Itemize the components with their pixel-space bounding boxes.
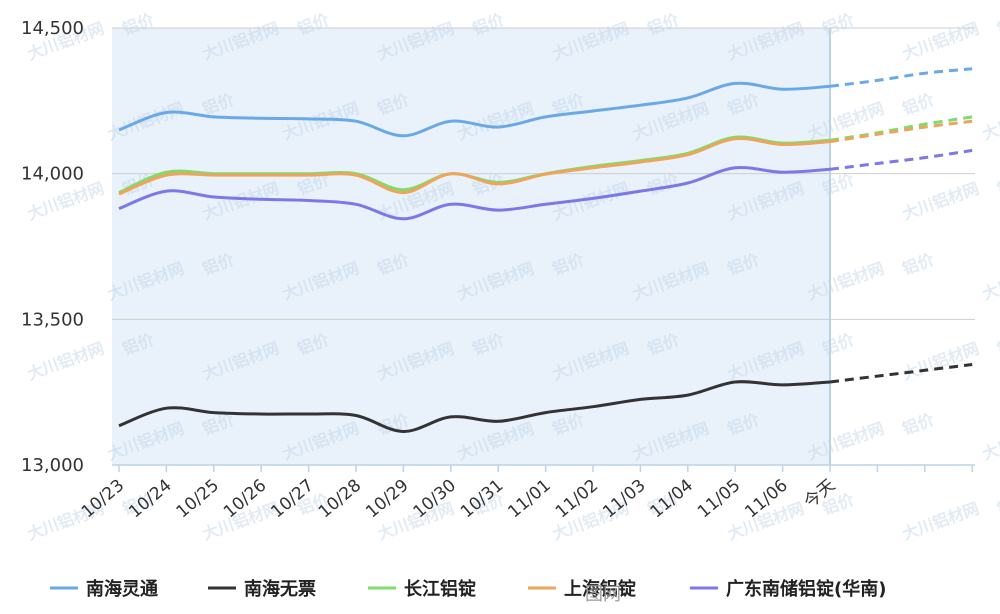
series-line-5: [118, 165, 831, 221]
legend-label: 长江铝锭: [404, 578, 476, 600]
legend-label: 上海铝锭: [564, 578, 636, 600]
x-axis: [112, 464, 975, 472]
series-line-2: [118, 380, 831, 434]
series-forecast-line-2: [829, 363, 973, 384]
legend-label: 广东南储铝锭(华南): [726, 578, 886, 600]
y-tick-label: 14,000: [21, 164, 84, 185]
watermark-tag: 铝价: [995, 170, 1000, 199]
watermark-tag: 铝价: [995, 330, 1000, 359]
site-watermark: 图网: [585, 584, 621, 605]
legend-item[interactable]: 上海铝锭: [528, 578, 636, 600]
series-layer: [118, 67, 973, 434]
series-forecast-line-5: [829, 148, 973, 171]
y-axis: 13,000 13,500 14,000 14,500: [21, 18, 84, 476]
legend-item[interactable]: 广东南储铝锭(华南): [690, 578, 886, 600]
series-line-1: [118, 81, 831, 138]
series-line-4: [118, 136, 831, 196]
history-shade: [112, 28, 830, 465]
legend-item[interactable]: 南海灵通: [50, 578, 158, 600]
y-tick-label: 13,000: [21, 455, 84, 476]
series-forecast-line-4: [829, 119, 973, 144]
legend-label: 南海灵通: [86, 578, 158, 600]
legend: 南海灵通 南海无票 长江铝锭 上海铝锭 广东南储铝锭(华南): [50, 578, 886, 600]
y-tick-label: 13,500: [21, 309, 84, 330]
y-tick-label: 14,500: [21, 18, 84, 39]
watermark-tag: 铝价: [995, 490, 1000, 519]
watermark-tag: 铝价: [995, 10, 1000, 39]
legend-item[interactable]: 长江铝锭: [368, 578, 476, 600]
series-forecast-line-1: [829, 67, 973, 88]
legend-label: 南海无票: [244, 578, 316, 600]
legend-item[interactable]: 南海无票: [208, 578, 316, 600]
